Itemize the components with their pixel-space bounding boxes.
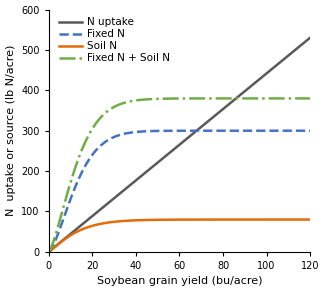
Fixed N + Soil N [171,97,175,100]
Fixed N + Soil N [188,97,192,100]
Fixed N + Soil N [173,97,176,100]
Fixed N [261,129,265,133]
N uptake [302,41,306,45]
N uptake [173,147,176,151]
Fixed N + Soil N [302,97,306,100]
Fixed N [308,129,312,133]
N uptake [188,134,192,138]
Soil N [202,218,206,221]
Fixed N [47,250,51,254]
Fixed N [302,129,306,133]
Legend: N uptake, Fixed N, Soil N, Fixed N + Soil N: N uptake, Fixed N, Soil N, Fixed N + Soi… [59,17,170,63]
Fixed N [173,129,176,133]
Soil N [173,218,176,221]
N uptake [308,36,312,39]
N uptake [261,74,265,78]
X-axis label: Soybean grain yield (bu/acre): Soybean grain yield (bu/acre) [97,277,262,286]
Line: Fixed N: Fixed N [49,131,310,252]
Fixed N + Soil N [308,97,312,100]
Y-axis label: N  uptake or source (lb N/acre): N uptake or source (lb N/acre) [6,45,16,216]
N uptake [47,250,51,254]
Fixed N + Soil N [47,250,51,254]
Soil N [47,250,51,254]
Line: Soil N: Soil N [49,220,310,252]
Fixed N + Soil N [202,97,206,100]
Fixed N [202,129,206,133]
Fixed N [188,129,192,133]
Soil N [188,218,192,221]
Soil N [261,218,265,221]
Line: N uptake: N uptake [49,38,310,252]
Soil N [302,218,306,221]
Soil N [171,218,175,221]
N uptake [171,148,175,152]
Fixed N + Soil N [261,97,265,100]
Soil N [308,218,312,221]
Fixed N [171,129,175,133]
N uptake [202,123,206,126]
Line: Fixed N + Soil N: Fixed N + Soil N [49,98,310,252]
